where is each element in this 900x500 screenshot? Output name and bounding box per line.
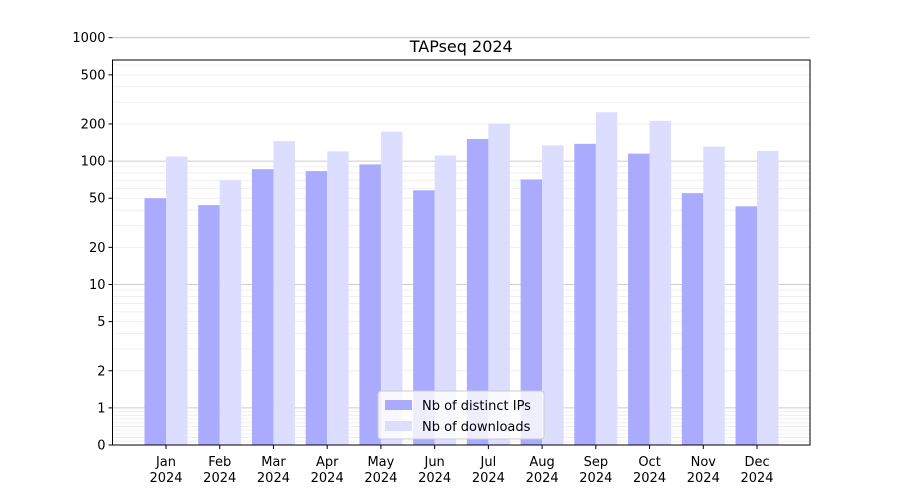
- x-tick-label-year: 2024: [526, 471, 559, 486]
- x-tick-label-year: 2024: [364, 471, 397, 486]
- bar-downloads: [595, 112, 618, 446]
- x-tick-label-month: Feb: [208, 455, 231, 470]
- bar-downloads: [327, 151, 349, 445]
- bar-distinct-ips: [466, 139, 489, 445]
- plot-frame: [112, 59, 811, 446]
- bar-distinct-ips: [359, 164, 381, 445]
- y-tick-label: 1: [97, 401, 105, 416]
- y-tick-label: 0: [97, 439, 105, 454]
- y-tick-label: 20: [89, 241, 106, 256]
- x-tick-label-month: Aug: [529, 455, 554, 470]
- bar-distinct-ips: [198, 205, 220, 445]
- bar-downloads: [703, 146, 725, 445]
- x-tick-label-year: 2024: [472, 471, 505, 486]
- y-tick-label: 5: [97, 315, 105, 330]
- bar-downloads: [219, 180, 242, 445]
- x-tick-label-year: 2024: [579, 471, 612, 486]
- x-tick-label-year: 2024: [687, 471, 720, 486]
- legend-box: [377, 390, 545, 440]
- x-tick-label-year: 2024: [149, 471, 182, 486]
- x-tick-label-month: Dec: [744, 455, 769, 470]
- bar-distinct-ips: [413, 190, 435, 445]
- x-tick-label-month: Oct: [638, 455, 660, 470]
- bar-downloads: [380, 131, 403, 446]
- bar-distinct-ips: [681, 193, 704, 445]
- x-tick-label-month: Jul: [480, 455, 497, 470]
- chart-title: TAPseq 2024: [409, 37, 513, 56]
- bar-downloads: [649, 120, 672, 446]
- y-tick-label: 100: [81, 155, 106, 170]
- legend-swatch-downloads: [385, 421, 412, 431]
- legend-swatch-distinct-ips: [385, 400, 412, 410]
- bar-layer: [144, 112, 779, 446]
- x-tick-label-month: Jun: [423, 455, 444, 470]
- bar-downloads: [166, 156, 188, 445]
- x-tick-label-month: Jan: [155, 455, 176, 470]
- x-tick-label-year: 2024: [418, 471, 451, 486]
- bar-downloads: [757, 150, 779, 446]
- y-tick-label: 1000: [72, 31, 105, 46]
- y-tick-label: 200: [81, 117, 106, 132]
- x-tick-label-month: Apr: [316, 455, 339, 470]
- y-tick-label: 50: [89, 192, 106, 207]
- y-tick-label: 500: [81, 68, 106, 83]
- legend: Nb of distinct IPs Nb of downloads: [377, 390, 545, 440]
- x-tick-label-year: 2024: [740, 471, 773, 486]
- x-tick-label-year: 2024: [311, 471, 344, 486]
- x-tick-label-year: 2024: [257, 471, 290, 486]
- bar-distinct-ips: [735, 206, 758, 445]
- bar-distinct-ips: [574, 143, 596, 445]
- bar-downloads: [434, 155, 457, 445]
- bar-distinct-ips: [144, 198, 166, 445]
- bar-distinct-ips: [628, 153, 650, 445]
- bar-distinct-ips: [520, 179, 543, 446]
- x-tick-label-year: 2024: [633, 471, 666, 486]
- x-tick-label-month: Sep: [584, 455, 609, 470]
- y-tick-label: 10: [89, 278, 106, 293]
- axis-layer: 01251020501002005001000Jan2024Feb2024Mar…: [72, 31, 773, 486]
- legend-label-distinct-ips: Nb of distinct IPs: [422, 399, 531, 414]
- x-tick-label-year: 2024: [203, 471, 236, 486]
- bar-downloads: [273, 141, 295, 445]
- bar-downloads: [488, 123, 510, 445]
- x-tick-label-month: Mar: [261, 455, 286, 470]
- bar-downloads: [542, 145, 564, 445]
- x-tick-label-month: Nov: [691, 455, 717, 470]
- y-tick-label: 2: [97, 364, 105, 379]
- bar-distinct-ips: [305, 171, 328, 446]
- x-tick-label-month: May: [367, 455, 394, 470]
- legend-label-downloads: Nb of downloads: [422, 420, 531, 435]
- bar-distinct-ips: [251, 169, 274, 445]
